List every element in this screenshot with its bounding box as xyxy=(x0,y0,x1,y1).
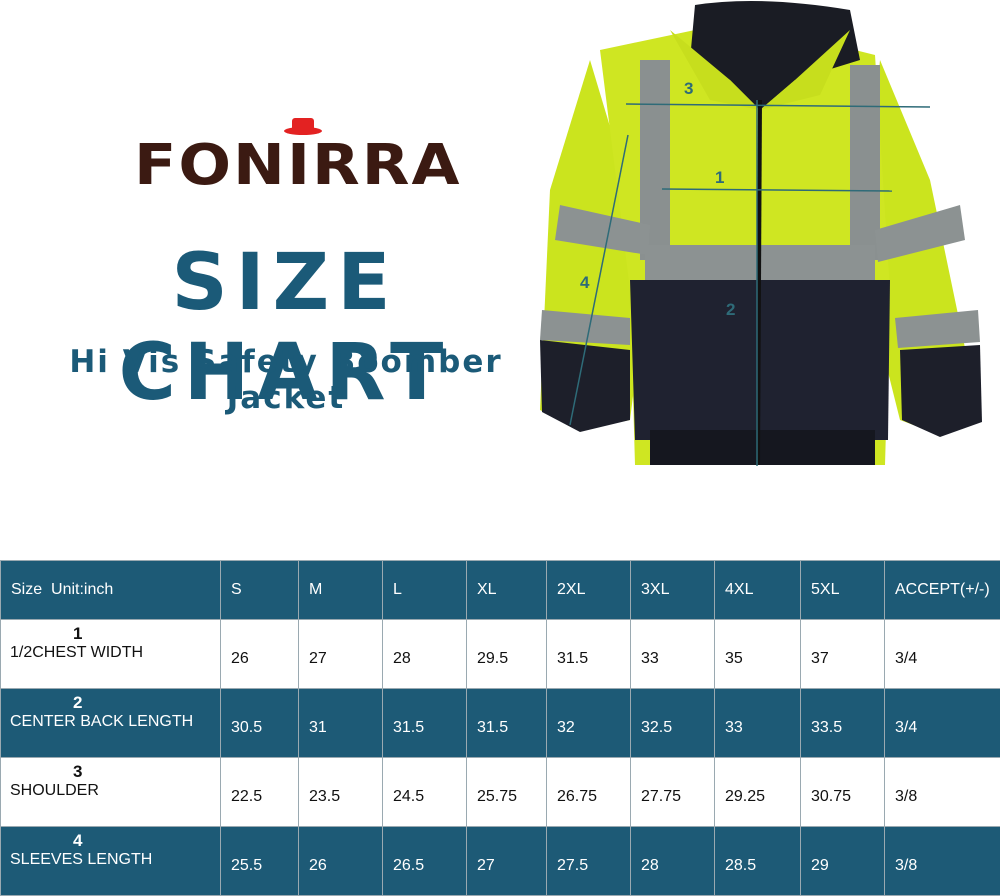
value-cell: 26.75 xyxy=(547,758,631,827)
value-cell: 30.5 xyxy=(221,689,299,758)
value-cell: 35 xyxy=(715,620,801,689)
value-cell: 3/8 xyxy=(885,827,1000,896)
value-cell: 29.5 xyxy=(467,620,547,689)
marker: 2 xyxy=(726,300,735,319)
value-cell: 32 xyxy=(547,689,631,758)
marker: 4 xyxy=(580,273,590,292)
row-number: 3 xyxy=(73,762,82,782)
row-number: 2 xyxy=(73,693,82,713)
value-cell: 31.5 xyxy=(547,620,631,689)
value-cell: 33 xyxy=(631,620,715,689)
value-cell: 22.5 xyxy=(221,758,299,827)
page: {"brand": "FONIRRA", "title": "SIZE CHAR… xyxy=(0,0,1000,860)
value-cell: 29 xyxy=(801,827,885,896)
brand-logo: FONIRRA xyxy=(134,132,434,198)
value-cell: 26 xyxy=(299,827,383,896)
value-cell: 27.75 xyxy=(631,758,715,827)
value-cell: 31.5 xyxy=(467,689,547,758)
value-cell: 31 xyxy=(299,689,383,758)
value-cell: 26.5 xyxy=(383,827,467,896)
value-cell: 25.75 xyxy=(467,758,547,827)
row-name: 1/2CHEST WIDTH xyxy=(10,644,143,662)
value-cell: 31.5 xyxy=(383,689,467,758)
jacket-diagram: 3 1 2 4 xyxy=(530,0,990,475)
value-cell: 3/4 xyxy=(885,689,1000,758)
value-cell: 23.5 xyxy=(299,758,383,827)
header-cell: 5XL xyxy=(801,561,885,620)
header-cell: 4XL xyxy=(715,561,801,620)
header-cell: L xyxy=(383,561,467,620)
header-cell: ACCEPT(+/-) xyxy=(885,561,1000,620)
marker: 3 xyxy=(684,79,693,98)
header-cell: XL xyxy=(467,561,547,620)
value-cell: 28 xyxy=(383,620,467,689)
row-number: 4 xyxy=(73,831,82,851)
value-cell: 26 xyxy=(221,620,299,689)
value-cell: 3/4 xyxy=(885,620,1000,689)
value-cell: 25.5 xyxy=(221,827,299,896)
value-cell: 29.25 xyxy=(715,758,801,827)
value-cell: 27.5 xyxy=(547,827,631,896)
header-cell: 3XL xyxy=(631,561,715,620)
value-cell: 33 xyxy=(715,689,801,758)
value-cell: 24.5 xyxy=(383,758,467,827)
header-cell: Size Unit:inch xyxy=(1,561,221,620)
value-cell: 32.5 xyxy=(631,689,715,758)
header-cell: M xyxy=(299,561,383,620)
value-cell: 3/8 xyxy=(885,758,1000,827)
row-name: SHOULDER xyxy=(10,782,99,800)
header-cell: S xyxy=(221,561,299,620)
value-cell: 28 xyxy=(631,827,715,896)
value-cell: 33.5 xyxy=(801,689,885,758)
row-name: CENTER BACK LENGTH xyxy=(10,713,193,731)
value-cell: 37 xyxy=(801,620,885,689)
row-number: 1 xyxy=(73,624,82,644)
value-cell: 27 xyxy=(299,620,383,689)
header-cell: 2XL xyxy=(547,561,631,620)
value-cell: 30.75 xyxy=(801,758,885,827)
value-cell: 28.5 xyxy=(715,827,801,896)
subtitle: Hi Vis Safety Boomber Jacket xyxy=(38,344,534,416)
marker: 1 xyxy=(715,168,724,187)
value-cell: 27 xyxy=(467,827,547,896)
row-name: SLEEVES LENGTH xyxy=(10,851,152,869)
